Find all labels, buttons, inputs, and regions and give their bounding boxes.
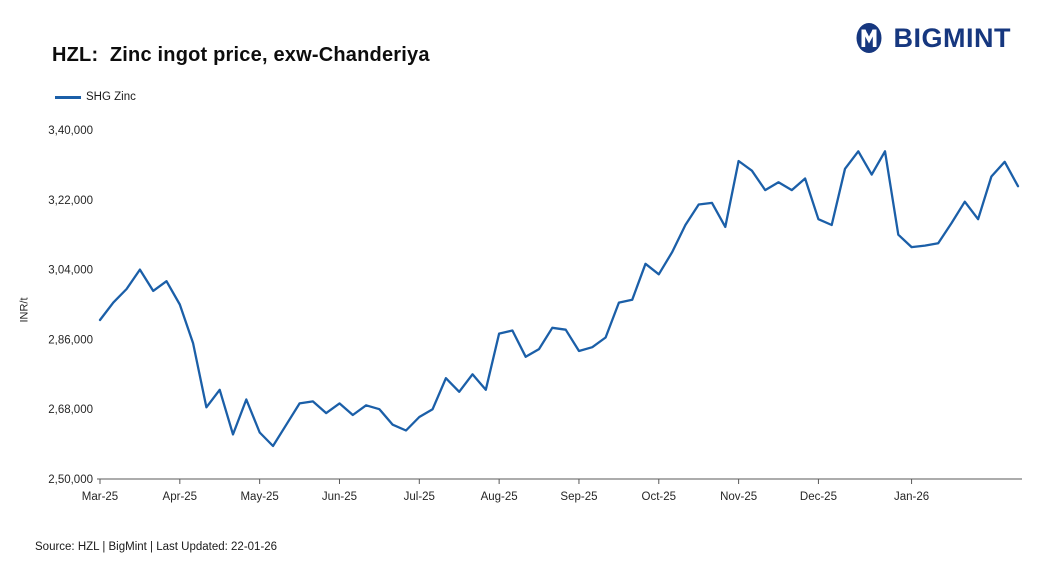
x-tick-label: May-25 <box>240 491 278 503</box>
y-tick-label: 3,22,000 <box>48 195 93 207</box>
y-tick-label: 2,68,000 <box>48 404 93 416</box>
chart-canvas: 2,50,000 2,68,000 2,86,000 3,04,000 3,22,000… <box>48 125 1022 503</box>
shg-zinc-price-line <box>98 150 1020 448</box>
legend-line-swatch <box>55 95 81 99</box>
chart-legend: SHG Zinc <box>55 91 136 103</box>
legend-label: SHG Zinc <box>86 91 136 103</box>
x-tick-label: Sep-25 <box>560 491 597 503</box>
x-tick-label: Apr-25 <box>163 491 198 503</box>
bigmint-logo-text: BIGMINT <box>893 22 1011 53</box>
y-tick-label: 3,40,000 <box>48 125 93 137</box>
x-tick-label: Oct-25 <box>642 491 677 503</box>
x-tick-label: Aug-25 <box>481 491 518 503</box>
y-tick-label: 2,50,000 <box>48 474 93 486</box>
page-title: HZL: Zinc ingot price, exw-Chanderiya <box>52 44 430 66</box>
x-tick-label: Jun-25 <box>322 491 357 503</box>
y-tick-label: 3,04,000 <box>48 265 93 277</box>
x-tick-label: Nov-25 <box>720 491 757 503</box>
x-tick-label: Mar-25 <box>82 491 118 503</box>
x-tick-label: Jul-25 <box>404 491 435 503</box>
bigmint-logo-icon <box>856 23 881 53</box>
bigmint-logo: BIGMINT <box>851 20 1012 56</box>
x-tick-label: Jan-26 <box>894 491 929 503</box>
y-tick-label: 2,86,000 <box>48 334 93 346</box>
x-tick-label: Dec-25 <box>800 491 837 503</box>
source-note: Source: HZL | BigMint | Last Updated: 22… <box>35 541 278 553</box>
line-chart: INR/t 2,50,000 2,68,000 2,86,000 3,04,000 3,… <box>0 112 1049 512</box>
